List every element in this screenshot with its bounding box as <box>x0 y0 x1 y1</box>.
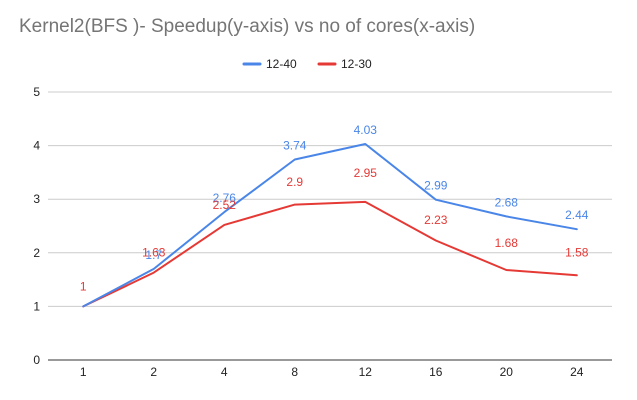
series <box>82 143 578 308</box>
y-tick-label: 2 <box>33 246 40 260</box>
data-label: 3.74 <box>283 139 307 153</box>
data-label: 2.68 <box>495 195 519 209</box>
data-label: 1.7 <box>145 248 162 262</box>
data-label: 2.95 <box>354 166 378 180</box>
data-label: 2.44 <box>565 208 589 222</box>
data-label: 1.58 <box>565 245 589 259</box>
data-label: 1 <box>80 279 87 293</box>
y-tick-label: 1 <box>33 299 40 313</box>
data-label: 2.99 <box>424 179 448 193</box>
x-tick-label: 24 <box>570 365 584 379</box>
data-label: 2.9 <box>286 175 303 189</box>
data-label: 2.23 <box>424 213 448 227</box>
x-tick-label: 4 <box>221 365 228 379</box>
legend-label: 12-30 <box>341 57 372 71</box>
data-label: 2.52 <box>213 198 237 212</box>
y-tick-label: 3 <box>33 192 40 206</box>
data-label: 2.76 <box>213 191 237 205</box>
data-labels: 1.7 2.76 3.74 4.03 2.99 2.68 2.44 1 1.63 2.52 2.9 2… <box>80 123 589 293</box>
x-tick-label: 12 <box>359 365 373 379</box>
x-tick-label: 16 <box>429 365 443 379</box>
data-label: 1.68 <box>495 236 519 250</box>
series-line <box>82 200 578 308</box>
legend-label: 12-40 <box>266 57 297 71</box>
data-label: 1.63 <box>142 246 166 260</box>
y-tick-label: 5 <box>33 85 40 99</box>
grid <box>48 91 612 361</box>
legend: 12-40 12-30 <box>242 57 372 71</box>
data-label: 4.03 <box>354 123 378 137</box>
chart-title: Kernel2(BFS )- Speedup(y-axis) vs no of … <box>19 16 476 37</box>
series-line <box>82 143 578 308</box>
x-tick-label: 1 <box>80 365 87 379</box>
x-tick-label: 8 <box>291 365 298 379</box>
x-tick-label: 2 <box>150 365 157 379</box>
x-tick-label: 20 <box>500 365 514 379</box>
y-tick-label: 4 <box>33 139 40 153</box>
y-tick-label: 0 <box>33 353 40 367</box>
